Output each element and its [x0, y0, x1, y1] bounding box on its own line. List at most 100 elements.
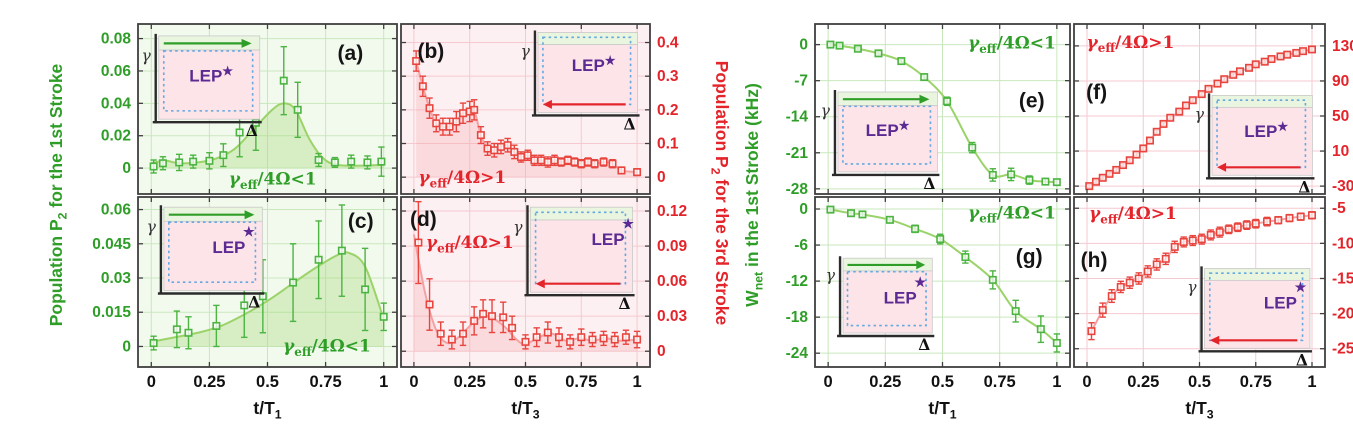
x-tick-label: 0.25: [454, 373, 486, 391]
axis-label-pop-3rd: Population P2 for the 3rd Stroke: [709, 61, 733, 326]
y-tick-label: 0.015: [92, 304, 131, 321]
data-points: [1085, 45, 1317, 191]
x-tick-label: 0.75: [310, 373, 342, 391]
fit-curve: [151, 251, 385, 343]
inset-arrow-left-icon: [535, 279, 621, 289]
data-points: [412, 50, 642, 177]
x-tick-label: 1: [379, 373, 388, 391]
y-tick-label: 0.03: [101, 270, 132, 287]
tick-marks: [401, 24, 650, 194]
inset-delta-label: Δ: [619, 294, 631, 313]
y-tick-label: 0: [657, 343, 666, 360]
panel-e: γ Δ LEP★ 0 -7 -14 -21 -28 (e) γeff/4Ω<1: [786, 23, 1071, 198]
inset-delta-label: Δ: [1298, 177, 1310, 196]
y-tick-label: -10: [1332, 235, 1353, 252]
data-points: [826, 40, 1061, 187]
panel-f: γ Δ LEP★ 130 90 50 10 -30 (f) γeff/4Ω>1: [1073, 23, 1353, 196]
y-tick-label: 0.09: [657, 238, 688, 255]
y-tick-label: 0.4: [657, 35, 679, 52]
tick-marks: [138, 24, 397, 194]
y-tick-label: 0.1: [657, 136, 679, 153]
regime-label: γeff/4Ω>1: [1089, 204, 1177, 226]
inset-delta-label: Δ: [248, 293, 260, 312]
lep-label: LEP★: [572, 53, 616, 75]
gridlines: [401, 197, 650, 367]
y-tick-label: 0.03: [657, 308, 688, 325]
inset-arrow-right-icon: [163, 38, 252, 48]
y-tick-label: -21: [786, 145, 809, 162]
x-tick-label: 1: [632, 373, 641, 391]
y-tick-label: -20: [1332, 306, 1353, 323]
lep-label: LEP★: [189, 64, 233, 86]
y-tick-label: 0.12: [657, 203, 687, 220]
inset-loop-dotted-rect: [542, 36, 632, 106]
inset-loop-dotted-rect: [168, 221, 257, 283]
area-fill: [413, 234, 638, 352]
lep-star-icon: ★: [243, 224, 255, 239]
y-tick-label: -12: [786, 273, 808, 290]
regime-label: γeff/4Ω<1: [229, 170, 317, 192]
tick-marks: [1074, 197, 1325, 367]
area-fill: [151, 252, 384, 347]
tick-marks: [138, 197, 397, 367]
regime-label: γeff/4Ω>1: [426, 233, 514, 255]
x-axis-title: t/T3: [511, 398, 539, 422]
x-tick-label: 0.75: [984, 373, 1016, 391]
y-tick-label: 0: [122, 160, 131, 177]
panel-b: γ Δ LEP★ 0.4 0.3 0.2 0.1 0 (b) γeff/4Ω>1: [400, 23, 679, 195]
inset-f: γ Δ LEP★: [1195, 93, 1315, 196]
lep-label: LEP★: [866, 118, 910, 140]
inset-arrow-right-icon: [168, 210, 255, 220]
inset-gamma-label: γ: [521, 42, 531, 60]
lep-label: LEP: [884, 288, 917, 307]
y-tick-label: 50: [1332, 108, 1349, 125]
lep-star-icon: ★: [914, 274, 926, 289]
x-tick-label: 0.5: [1188, 373, 1211, 391]
x-tick-label: 0: [1082, 373, 1091, 391]
inset-loop-dotted-rect: [842, 105, 932, 165]
regime-label: γeff/4Ω<1: [968, 203, 1056, 225]
panel-letter: (b): [417, 40, 444, 63]
inset-arrow-left-icon: [1209, 335, 1298, 345]
x-tick-label: 0.5: [931, 373, 954, 391]
panel-letter: (d): [410, 208, 437, 231]
inset-arrow-left-icon: [542, 99, 626, 109]
inset-delta-label: Δ: [1296, 350, 1308, 369]
inset-c: γ Δ ★LEP: [147, 205, 265, 312]
inset-arrow-right-icon: [847, 260, 926, 270]
lep-label: LEP: [212, 238, 245, 257]
y-tick-label: 0: [799, 37, 808, 54]
panel-g: γ Δ ★LEP 0 -6 -12 -18 -24 0 0.25 0.5 0.75 1 t/T1 (g) γe…: [786, 196, 1071, 422]
inset-gamma-label: γ: [821, 102, 831, 120]
y-tick-label: -14: [786, 109, 809, 126]
lep-label: LEP: [592, 230, 625, 249]
axis-label-pop-1st: Population P2 for the 1st Stroke: [46, 63, 70, 326]
area-fill: [151, 103, 384, 169]
y-tick-label: -24: [786, 345, 809, 362]
y-tick-label: 0.2: [657, 102, 679, 119]
lep-label: LEP: [1264, 293, 1297, 312]
x-tick-label: 0.5: [514, 373, 537, 391]
inset-a: γ Δ LEP★: [141, 33, 262, 140]
panel-letter: (a): [338, 42, 364, 65]
tick-marks: [815, 197, 1070, 367]
y-tick-label: -5: [1332, 200, 1346, 217]
y-tick-label: 0.04: [101, 95, 132, 112]
tick-marks: [815, 24, 1070, 194]
inset-arrow-right-icon: [842, 94, 930, 104]
panel-letter: (f): [1086, 81, 1107, 104]
y-tick-label: 0.08: [101, 31, 132, 48]
x-tick-label: 0.25: [869, 373, 901, 391]
inset-loop-dotted-rect: [846, 270, 927, 327]
tick-marks: [401, 197, 650, 367]
inset-g: γ Δ ★LEP: [826, 256, 935, 354]
data-points: [826, 205, 1061, 353]
y-tick-label: 0: [122, 338, 131, 355]
lep-star-icon: ★: [1295, 279, 1307, 294]
y-tick-label: -25: [1332, 341, 1353, 358]
inset-e: γ Δ LEP★: [821, 90, 940, 193]
panel-d: γ Δ ★LEP 0.12 0.09 0.06 0.03 0 0 0.25 0.5 0.75 1 t/T3…: [400, 196, 688, 422]
y-tick-label: -7: [794, 73, 808, 90]
panel-letter: (e): [1019, 90, 1045, 113]
y-tick-label: 0.045: [92, 236, 131, 253]
